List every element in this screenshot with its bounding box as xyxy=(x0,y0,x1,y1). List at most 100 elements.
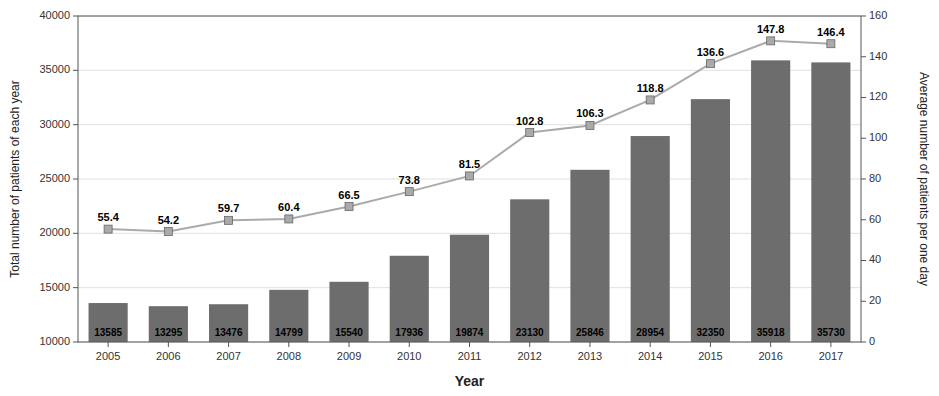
y-tick-label: 25000 xyxy=(39,172,70,184)
line-marker xyxy=(526,129,534,137)
line-label: 147.8 xyxy=(757,23,785,35)
grid-line xyxy=(78,70,861,71)
y-tick-label: 15000 xyxy=(39,281,70,293)
y2-tick xyxy=(861,179,866,180)
y-tick xyxy=(73,124,78,125)
bar xyxy=(209,304,248,342)
x-tick xyxy=(589,342,590,347)
x-axis-title: Year xyxy=(455,373,485,389)
bar xyxy=(691,99,730,342)
x-tick-label: 2005 xyxy=(96,350,120,362)
bar xyxy=(631,136,670,342)
bar-label: 15540 xyxy=(335,327,363,338)
y2-tick-label: 160 xyxy=(869,9,887,21)
line xyxy=(108,41,831,232)
x-tick xyxy=(469,342,470,347)
x-tick xyxy=(770,342,771,347)
y-tick xyxy=(73,342,78,343)
line-label: 59.7 xyxy=(218,202,239,214)
x-tick xyxy=(830,342,831,347)
bar-label: 14799 xyxy=(275,327,303,338)
x-tick xyxy=(168,342,169,347)
x-tick xyxy=(228,342,229,347)
x-tick-label: 2011 xyxy=(458,350,482,362)
y2-tick-label: 80 xyxy=(869,172,881,184)
line-label: 136.6 xyxy=(697,46,725,58)
plot-frame xyxy=(78,16,861,342)
bar-label: 23130 xyxy=(516,327,544,338)
y-tick xyxy=(73,233,78,234)
line-label: 66.5 xyxy=(338,189,359,201)
x-tick-label: 2010 xyxy=(397,350,421,362)
y2-axis-title: Average number of patients per one day xyxy=(917,72,931,286)
y2-tick xyxy=(861,301,866,302)
plot-area xyxy=(89,37,851,342)
grid-line xyxy=(78,233,861,234)
data-labels: 1358513295134761479915540179361987423130… xyxy=(94,23,845,338)
x-tick-label: 2012 xyxy=(517,350,541,362)
line-marker xyxy=(586,121,594,129)
y-axis-title: Total number of patients of each year xyxy=(8,80,22,277)
bar-label: 32350 xyxy=(697,327,725,338)
y-tick xyxy=(73,16,78,17)
y2-tick xyxy=(861,219,866,220)
grid-line xyxy=(78,124,861,125)
bar-label: 19874 xyxy=(456,327,484,338)
x-tick-label: 2014 xyxy=(638,350,662,362)
line-marker xyxy=(285,215,293,223)
line-label: 146.4 xyxy=(817,26,845,38)
line-label: 60.4 xyxy=(278,201,300,213)
bar xyxy=(269,290,308,342)
line-label: 73.8 xyxy=(399,174,420,186)
line-label: 81.5 xyxy=(459,158,480,170)
y2-tick xyxy=(861,16,866,17)
line-marker xyxy=(225,216,233,224)
y-tick xyxy=(73,287,78,288)
y-tick xyxy=(73,179,78,180)
line-label: 102.8 xyxy=(516,115,544,127)
line-label: 106.3 xyxy=(576,107,604,119)
bar xyxy=(751,60,790,342)
x-tick-label: 2015 xyxy=(698,350,722,362)
line-marker xyxy=(767,37,775,45)
y-tick-label: 35000 xyxy=(39,63,70,75)
bar-label: 17936 xyxy=(395,327,423,338)
bar xyxy=(570,170,609,342)
y2-tick-label: 0 xyxy=(869,335,875,347)
x-tick-label: 2016 xyxy=(758,350,782,362)
y2-tick xyxy=(861,138,866,139)
y2-tick-label: 40 xyxy=(869,253,881,265)
x-tick-label: 2017 xyxy=(819,350,843,362)
bar xyxy=(149,306,188,342)
x-tick-label: 2009 xyxy=(337,350,361,362)
axes: 1000015000200002500030000350004000002040… xyxy=(39,9,887,362)
bar-label: 13585 xyxy=(94,327,122,338)
x-tick-label: 2013 xyxy=(578,350,602,362)
y-tick xyxy=(73,70,78,71)
x-tick xyxy=(650,342,651,347)
x-tick-label: 2006 xyxy=(156,350,180,362)
y2-tick-label: 20 xyxy=(869,294,881,306)
bar xyxy=(329,282,368,342)
y2-tick xyxy=(861,342,866,343)
bar-label: 13476 xyxy=(215,327,243,338)
bar xyxy=(510,199,549,342)
bar-label: 35918 xyxy=(757,327,785,338)
bar-label: 28954 xyxy=(636,327,664,338)
x-tick xyxy=(409,342,410,347)
bar xyxy=(89,303,128,342)
bar xyxy=(811,62,850,342)
y2-tick-label: 60 xyxy=(869,213,881,225)
line-marker xyxy=(405,188,413,196)
x-tick xyxy=(529,342,530,347)
line-marker xyxy=(706,60,714,68)
y-tick-label: 10000 xyxy=(39,335,70,347)
x-tick xyxy=(349,342,350,347)
y-tick-label: 20000 xyxy=(39,226,70,238)
y2-tick-label: 100 xyxy=(869,131,887,143)
bar xyxy=(450,235,489,342)
x-tick xyxy=(710,342,711,347)
line-label: 118.8 xyxy=(637,82,664,94)
x-tick xyxy=(108,342,109,347)
line-marker xyxy=(646,96,654,104)
